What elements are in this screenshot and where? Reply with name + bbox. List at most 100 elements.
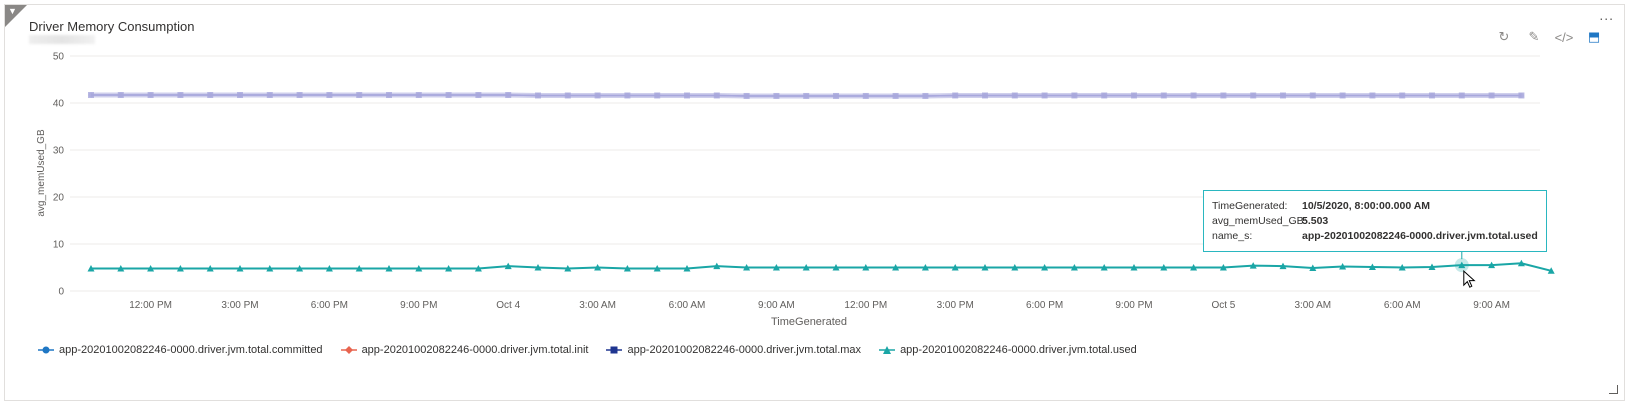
data-point-max[interactable] <box>803 92 810 99</box>
data-point-max[interactable] <box>266 92 273 99</box>
data-point-used[interactable] <box>1458 261 1466 269</box>
legend-item-max[interactable]: app-20201002082246-0000.driver.jvm.total… <box>606 344 861 356</box>
data-point-max[interactable] <box>326 92 333 99</box>
data-point-max[interactable] <box>833 92 839 99</box>
data-point-used[interactable] <box>1368 263 1376 271</box>
data-point-max[interactable] <box>88 92 94 99</box>
pin-button[interactable]: ⬒ <box>1584 27 1604 47</box>
data-point-used[interactable] <box>325 264 333 272</box>
data-point-max[interactable] <box>564 92 571 99</box>
data-point-max[interactable] <box>1131 92 1137 99</box>
data-point-used[interactable] <box>1428 263 1436 271</box>
data-point-used[interactable] <box>1398 264 1406 271</box>
data-point-used[interactable] <box>623 264 631 272</box>
data-point-used[interactable] <box>772 264 780 271</box>
data-point-max[interactable] <box>207 92 214 99</box>
data-point-used[interactable] <box>862 264 870 271</box>
data-point-max[interactable] <box>475 92 482 99</box>
data-point-max[interactable] <box>654 92 661 99</box>
data-point-max[interactable] <box>713 92 720 99</box>
data-point-used[interactable] <box>1100 264 1108 271</box>
data-point-used[interactable] <box>802 264 810 271</box>
data-point-max[interactable] <box>952 92 959 99</box>
data-point-max[interactable] <box>982 92 988 99</box>
data-point-max[interactable] <box>296 92 303 99</box>
data-point-used[interactable] <box>951 264 959 271</box>
data-point-used[interactable] <box>921 264 929 271</box>
data-point-max[interactable] <box>237 92 243 99</box>
data-point-used[interactable] <box>355 264 363 272</box>
edit-button[interactable]: ✎ <box>1524 27 1544 47</box>
data-point-used[interactable] <box>892 264 900 271</box>
data-point-used[interactable] <box>713 262 721 270</box>
data-point-max[interactable] <box>1101 92 1108 99</box>
data-point-used[interactable] <box>1517 259 1525 267</box>
data-point-used[interactable] <box>117 264 125 272</box>
data-point-max[interactable] <box>147 92 154 99</box>
data-point-used[interactable] <box>1190 264 1198 271</box>
data-point-max[interactable] <box>356 92 363 99</box>
data-point-used[interactable] <box>683 264 691 272</box>
data-point-max[interactable] <box>1339 92 1346 99</box>
data-point-used[interactable] <box>743 264 751 271</box>
data-point-used[interactable] <box>594 264 602 271</box>
data-point-used[interactable] <box>1011 264 1019 271</box>
data-point-used[interactable] <box>1279 262 1287 270</box>
data-point-max[interactable] <box>1041 92 1048 99</box>
data-point-max[interactable] <box>445 92 452 99</box>
data-point-max[interactable] <box>1309 92 1316 99</box>
data-point-used[interactable] <box>236 264 244 272</box>
data-point-used[interactable] <box>445 264 453 272</box>
data-point-used[interactable] <box>534 264 542 271</box>
data-point-used[interactable] <box>1130 264 1138 271</box>
data-point-used[interactable] <box>1070 264 1078 271</box>
data-point-used[interactable] <box>1219 264 1227 271</box>
data-point-used[interactable] <box>1547 267 1555 274</box>
data-point-max[interactable] <box>1160 92 1167 99</box>
data-point-max[interactable] <box>505 92 512 99</box>
legend-item-used[interactable]: app-20201002082246-0000.driver.jvm.total… <box>879 344 1137 356</box>
data-point-max[interactable] <box>684 92 690 99</box>
data-point-used[interactable] <box>147 264 155 272</box>
data-point-max[interactable] <box>1518 92 1525 99</box>
data-point-max[interactable] <box>1250 92 1257 99</box>
resize-handle[interactable] <box>1609 385 1618 394</box>
refresh-button[interactable]: ↻ <box>1494 27 1514 47</box>
data-point-used[interactable] <box>1339 263 1347 270</box>
data-point-max[interactable] <box>1488 92 1495 99</box>
data-point-used[interactable] <box>266 264 274 272</box>
more-options-button[interactable]: ... <box>1599 7 1614 23</box>
data-point-max[interactable] <box>1369 92 1376 99</box>
data-point-max[interactable] <box>1220 92 1227 99</box>
data-point-used[interactable] <box>1488 261 1496 269</box>
data-point-max[interactable] <box>892 92 899 99</box>
data-point-used[interactable] <box>296 264 304 272</box>
data-point-max[interactable] <box>862 92 869 99</box>
data-point-used[interactable] <box>87 264 95 272</box>
data-point-max[interactable] <box>773 92 780 99</box>
data-point-used[interactable] <box>206 264 214 272</box>
data-point-max[interactable] <box>177 92 184 99</box>
data-point-used[interactable] <box>1249 262 1257 269</box>
data-point-used[interactable] <box>176 264 184 272</box>
data-point-used[interactable] <box>653 264 661 272</box>
data-point-used[interactable] <box>832 264 840 271</box>
data-point-used[interactable] <box>385 264 393 272</box>
data-point-max[interactable] <box>1011 92 1018 99</box>
data-point-max[interactable] <box>117 92 124 99</box>
data-point-used[interactable] <box>504 262 512 270</box>
data-point-max[interactable] <box>743 92 750 99</box>
data-point-max[interactable] <box>1458 92 1465 99</box>
data-point-used[interactable] <box>474 264 482 272</box>
data-point-max[interactable] <box>1190 92 1197 99</box>
data-point-max[interactable] <box>1399 92 1406 99</box>
filter-corner[interactable] <box>5 5 27 27</box>
data-point-used[interactable] <box>564 264 572 272</box>
data-point-max[interactable] <box>594 92 601 99</box>
data-point-max[interactable] <box>415 92 422 99</box>
data-point-used[interactable] <box>1309 264 1317 271</box>
data-point-used[interactable] <box>1160 264 1168 271</box>
code-button[interactable]: </> <box>1554 27 1574 47</box>
legend-item-init[interactable]: app-20201002082246-0000.driver.jvm.total… <box>340 344 588 356</box>
data-point-max[interactable] <box>1429 92 1435 99</box>
